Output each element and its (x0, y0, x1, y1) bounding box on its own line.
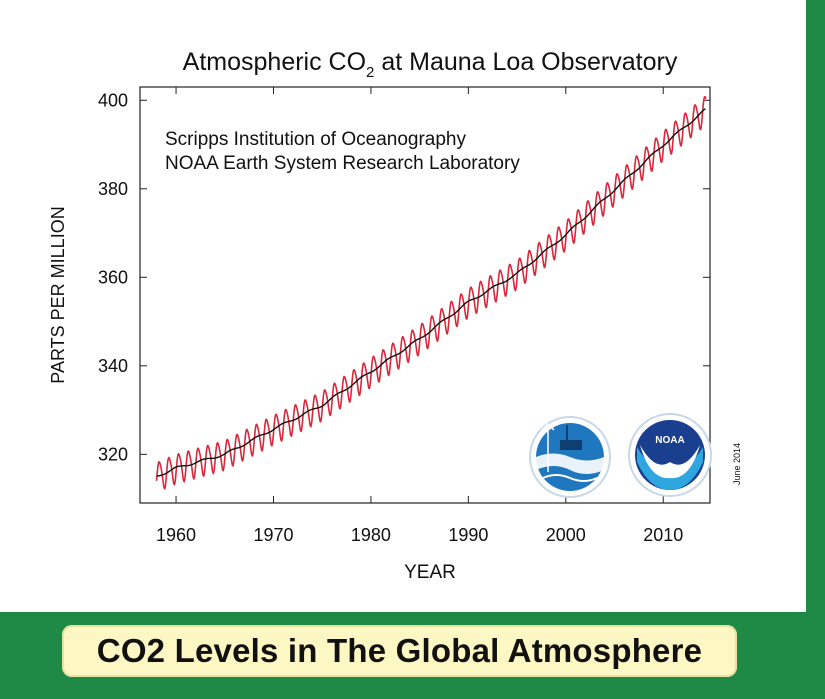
y-tick-label: 400 (98, 90, 128, 110)
y-tick-label: 360 (98, 267, 128, 287)
x-tick-label: 1970 (253, 525, 293, 545)
date-note: June 2014 (732, 443, 742, 485)
y-axis-label: PARTS PER MILLION (48, 206, 68, 383)
x-tick-label: 2010 (643, 525, 683, 545)
series-seasonal-line (155, 96, 707, 490)
x-tick-label: 1990 (448, 525, 488, 545)
x-tick-label: 1960 (156, 525, 196, 545)
x-tick-label: 2000 (546, 525, 586, 545)
scripps-logo-icon (529, 416, 611, 498)
co2-chart: Atmospheric CO2 at Mauna Loa Observatory… (48, 48, 742, 583)
x-tick-label: 1980 (351, 525, 391, 545)
y-tick-label: 340 (98, 356, 128, 376)
plot-frame (139, 86, 711, 504)
caption-box: CO2 Levels in The Global Atmosphere (62, 625, 737, 677)
chart-title: Atmospheric CO2 at Mauna Loa Observatory (183, 48, 678, 81)
annotation-scripps: Scripps Institution of Oceanography (165, 129, 467, 150)
series-trend-line (156, 108, 706, 477)
noaa-logo-icon: NOAA (628, 413, 712, 497)
annotation-noaa: NOAA Earth System Research Laboratory (165, 153, 520, 174)
caption-title: CO2 Levels in The Global Atmosphere (96, 632, 703, 669)
y-tick-label: 380 (98, 179, 128, 199)
noaa-logo-text: NOAA (655, 435, 684, 446)
tick-labels: 1960 1970 1980 1990 2000 2010 320 340 360 380 400 (98, 90, 683, 545)
x-axis-label: YEAR (404, 562, 456, 583)
y-tick-label: 320 (98, 444, 128, 464)
slide-panel: Atmospheric CO2 at Mauna Loa Observatory… (0, 0, 806, 612)
